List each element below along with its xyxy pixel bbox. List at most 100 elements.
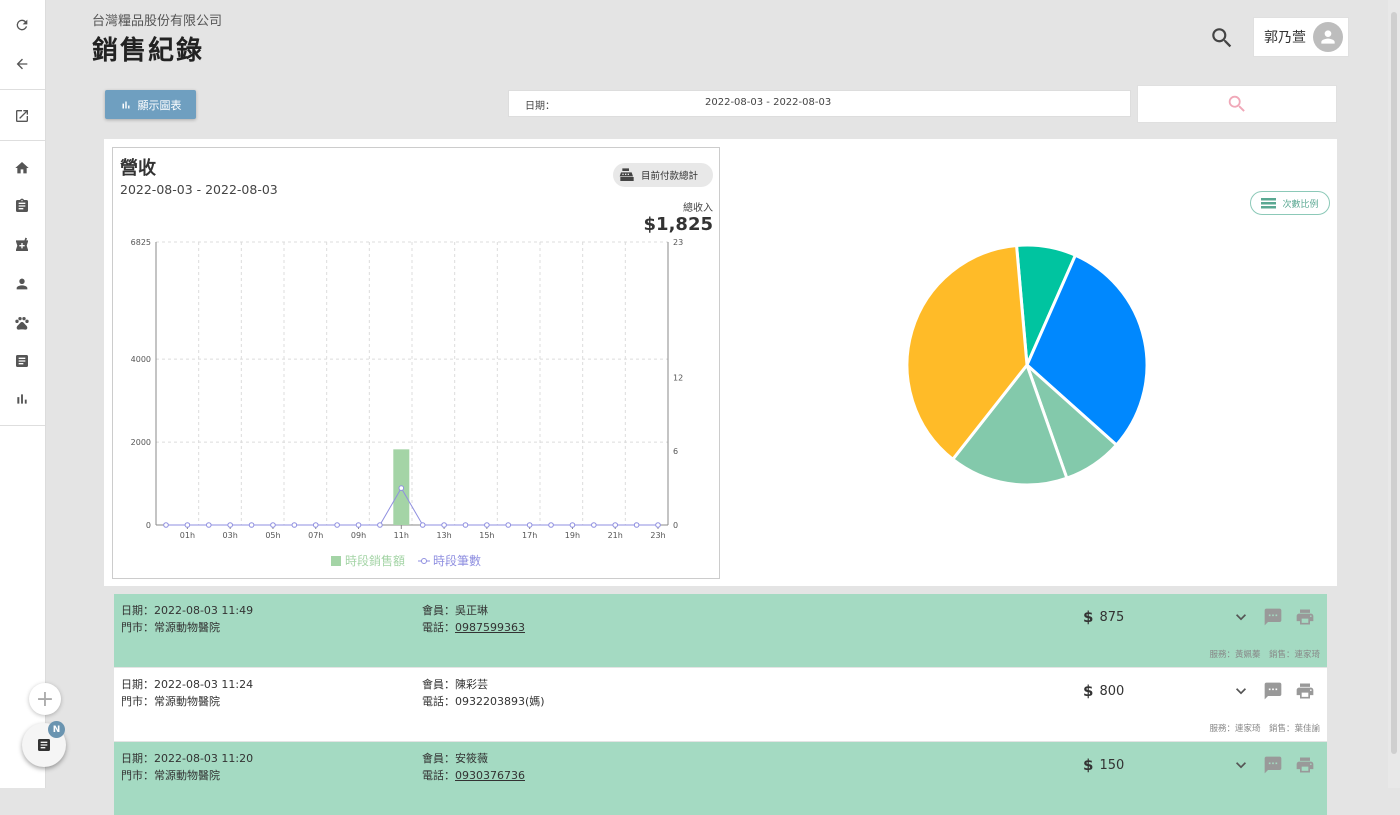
chart-panel: 營收 2022-08-03 - 2022-08-03 目前付款總計 總收入 $1…	[104, 139, 1337, 586]
record-amount-value: 150	[1099, 757, 1125, 773]
message-icon[interactable]	[1263, 607, 1283, 627]
left-nav-rail	[0, 0, 46, 788]
medicine-icon[interactable]	[10, 233, 34, 257]
record-phone[interactable]: 0930376736	[455, 769, 525, 782]
refresh-icon[interactable]	[10, 13, 34, 37]
chart-line-point	[484, 522, 490, 528]
count-ratio-button[interactable]: 次數比例	[1250, 191, 1330, 215]
record-phone-row: 電話：0930376736	[422, 767, 525, 783]
dollar-sign-icon: $	[1083, 682, 1094, 700]
x-axis-tick-label: 03h	[223, 531, 238, 540]
bar-chart-icon	[122, 101, 129, 108]
payment-total-button[interactable]: 目前付款總計	[613, 163, 713, 187]
company-name: 台灣糧品股份有限公司	[92, 14, 223, 29]
chart-line-point	[441, 522, 447, 528]
y-axis-left-tick-label: 4000	[131, 355, 151, 364]
chart-line-point	[655, 522, 661, 528]
chart-line-point	[419, 522, 426, 528]
record-phone-label: 電話：	[422, 695, 455, 708]
payment-total-label: 目前付款總計	[641, 171, 699, 182]
y-axis-left-tick-label: 6825	[131, 238, 151, 247]
record-amount: $875	[1083, 608, 1124, 626]
chart-line-point	[248, 522, 255, 528]
record-amount-value: 875	[1099, 609, 1125, 625]
chart-line-point	[591, 522, 597, 528]
record-member: 會員：安筱薇	[422, 752, 488, 765]
total-revenue-value: $1,825	[643, 214, 713, 235]
rail-divider	[0, 140, 45, 141]
revenue-title: 營收	[120, 158, 156, 179]
chevron-down-icon[interactable]	[1231, 681, 1251, 701]
legend-line-marker	[421, 558, 427, 564]
home-icon[interactable]	[10, 156, 34, 180]
list-icon	[1261, 198, 1277, 209]
search-icon[interactable]	[1209, 25, 1235, 51]
chart-line-point	[270, 522, 276, 528]
sales-record-row[interactable]: 日期：2022-08-03 11:49 門市：常源動物醫院 會員：吳正琳 電話：098…	[114, 594, 1327, 667]
user-avatar-icon	[1321, 30, 1335, 44]
y-axis-left-tick-label: 0	[146, 521, 151, 530]
chevron-down-icon[interactable]	[1231, 607, 1251, 627]
count-ratio-label: 次數比例	[1282, 199, 1319, 210]
open-external-icon[interactable]	[10, 104, 34, 128]
record-phone-label: 電話：	[422, 621, 455, 634]
scrollbar[interactable]	[1388, 0, 1400, 788]
chart-line-point	[569, 522, 576, 528]
sales-record-row[interactable]: 日期：2022-08-03 11:20 門市：常源動物醫院 會員：安筱薇 電話：093…	[114, 742, 1327, 815]
search-icon	[1228, 95, 1245, 112]
y-axis-right-tick-label: 12	[673, 373, 683, 382]
revenue-date-range: 2022-08-03 - 2022-08-03	[120, 182, 278, 197]
record-amount: $800	[1083, 682, 1124, 700]
scrollbar-thumb[interactable]	[1391, 12, 1397, 754]
dollar-sign-icon: $	[1083, 756, 1094, 774]
bar-chart-icon[interactable]	[10, 387, 34, 411]
document-icon[interactable]	[10, 349, 34, 373]
print-icon[interactable]	[1295, 681, 1315, 701]
y-axis-right-tick-label: 0	[673, 521, 678, 530]
record-store: 門市：常源動物醫院	[121, 695, 220, 708]
chart-line-point	[377, 522, 383, 528]
message-icon[interactable]	[1263, 681, 1283, 701]
user-name: 郭乃萱	[1264, 30, 1306, 46]
chart-line-point	[184, 522, 191, 528]
x-axis-tick-label: 19h	[565, 531, 580, 540]
record-phone[interactable]: 0987599363	[455, 621, 525, 634]
cash-register-icon	[619, 168, 634, 181]
search-button[interactable]	[1137, 85, 1337, 123]
x-axis-tick-label: 05h	[265, 531, 280, 540]
x-axis-tick-label: 17h	[522, 531, 537, 540]
show-chart-label: 顯示圖表	[137, 98, 182, 112]
date-range-field[interactable]: 日期： 2022-08-03 - 2022-08-03	[508, 90, 1131, 117]
show-chart-button[interactable]: 顯示圖表	[105, 90, 196, 119]
record-member: 會員：吳正琳	[422, 604, 488, 617]
record-date: 日期：2022-08-03 11:49	[121, 604, 254, 617]
date-label: 日期：	[525, 101, 555, 112]
record-date: 日期：2022-08-03 11:20	[121, 752, 254, 765]
person-icon[interactable]	[10, 272, 34, 296]
print-icon[interactable]	[1295, 755, 1315, 775]
record-date: 日期：2022-08-03 11:24	[121, 678, 254, 691]
chart-line-point	[312, 522, 319, 528]
x-axis-tick-label: 09h	[351, 531, 366, 540]
user-menu[interactable]: 郭乃萱	[1253, 17, 1349, 57]
add-icon[interactable]: +	[29, 683, 61, 715]
chart-line-point	[526, 522, 533, 528]
message-icon[interactable]	[1263, 755, 1283, 775]
print-icon[interactable]	[1295, 607, 1315, 627]
record-store: 門市：常源動物醫院	[121, 621, 220, 634]
clipboard-icon[interactable]	[10, 194, 34, 218]
notes-button[interactable]: N	[22, 721, 66, 767]
record-phone-label: 電話：	[422, 769, 455, 782]
x-axis-tick-label: 11h	[394, 531, 409, 540]
chevron-down-icon[interactable]	[1231, 755, 1251, 775]
sales-pie-chart	[905, 243, 1149, 487]
y-axis-left-tick-label: 2000	[131, 438, 151, 447]
chart-line-point	[462, 522, 469, 528]
back-arrow-icon[interactable]	[10, 52, 34, 76]
sales-record-row[interactable]: 日期：2022-08-03 11:24 門市：常源動物醫院 會員：陳彩芸 電話：093…	[114, 668, 1327, 741]
paw-icon[interactable]	[10, 311, 34, 335]
chart-line-point	[227, 522, 233, 528]
record-amount: $150	[1083, 756, 1124, 774]
chart-line-point	[548, 522, 554, 528]
x-axis-tick-label: 01h	[180, 531, 195, 540]
